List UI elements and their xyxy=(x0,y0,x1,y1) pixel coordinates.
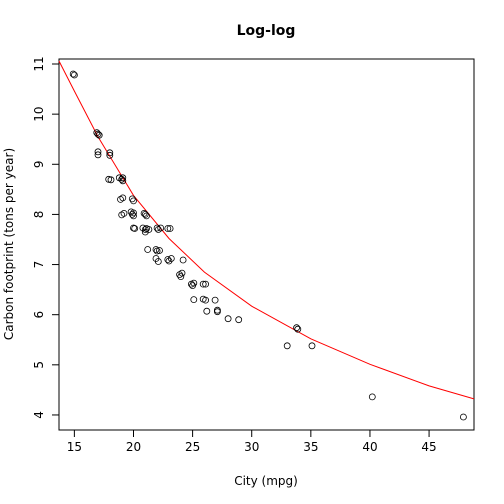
data-point xyxy=(131,198,137,204)
y-tick-label: 11 xyxy=(32,56,46,71)
data-point xyxy=(145,247,151,253)
data-point xyxy=(144,213,150,219)
plot-frame xyxy=(59,59,474,430)
y-tick-label: 6 xyxy=(32,311,46,319)
data-point xyxy=(214,307,220,313)
x-tick-label: 40 xyxy=(362,440,377,454)
y-tick-label: 9 xyxy=(32,160,46,168)
data-point xyxy=(225,316,231,322)
x-tick-label: 45 xyxy=(421,440,436,454)
x-tick-label: 35 xyxy=(303,440,318,454)
fit-curve xyxy=(59,61,474,399)
data-point xyxy=(204,308,210,314)
y-tick-label: 7 xyxy=(32,261,46,269)
data-point xyxy=(214,309,220,315)
x-tick-label: 25 xyxy=(185,440,200,454)
data-point xyxy=(180,257,186,263)
data-point xyxy=(284,343,290,349)
data-point xyxy=(236,317,242,323)
x-tick-label: 15 xyxy=(67,440,82,454)
y-tick-label: 4 xyxy=(32,411,46,419)
x-axis-label: City (mpg) xyxy=(234,474,298,488)
data-point xyxy=(178,274,184,280)
y-tick-label: 5 xyxy=(32,361,46,369)
data-point xyxy=(212,297,218,303)
x-tick-label: 20 xyxy=(126,440,141,454)
data-point xyxy=(369,394,375,400)
data-points xyxy=(70,71,466,420)
data-point xyxy=(309,343,315,349)
x-axis: 15 20 25 30 35 40 45 xyxy=(67,430,437,454)
data-point xyxy=(460,414,466,420)
chart-title: Log-log xyxy=(237,23,296,39)
y-axis: 4 5 6 7 8 9 10 11 xyxy=(32,56,59,418)
y-tick-label: 8 xyxy=(32,211,46,219)
y-axis-label: Carbon footprint (tons per year) xyxy=(2,148,16,340)
data-point xyxy=(191,297,197,303)
x-tick-label: 30 xyxy=(244,440,259,454)
y-tick-label: 10 xyxy=(32,107,46,122)
